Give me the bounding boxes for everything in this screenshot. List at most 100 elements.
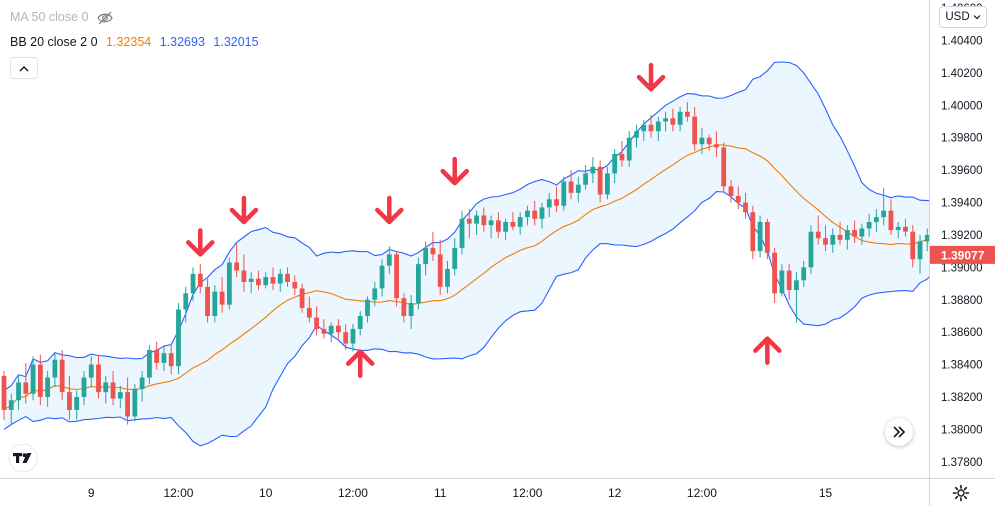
price-tick-label: 1.37800 (941, 457, 983, 469)
candle (67, 375, 72, 420)
candle (764, 218, 770, 260)
candle (568, 170, 574, 200)
candle-body (648, 124, 654, 132)
chevron-up-icon (19, 65, 29, 71)
candle-body (699, 137, 705, 145)
currency-button[interactable]: USD (939, 6, 987, 28)
candle-body (626, 137, 632, 161)
candle (815, 215, 821, 245)
scroll-to-realtime-button[interactable] (885, 418, 913, 446)
candle (684, 102, 690, 122)
bollinger-band (3, 61, 972, 447)
candle-body (16, 382, 21, 401)
candle-body (561, 181, 567, 206)
time-tick-label: 12 (608, 486, 622, 500)
candle-body (459, 218, 465, 248)
arrow-shape (753, 336, 782, 365)
candle-body (495, 220, 501, 232)
time-axis[interactable]: 9 12:00 10 12:00 11 12:00 12 12:00 15 (0, 478, 995, 506)
candle (132, 384, 138, 422)
candle-body (772, 252, 778, 294)
buy-signal-arrow (753, 336, 782, 365)
eye-off-icon[interactable] (97, 11, 113, 25)
candle (503, 218, 509, 240)
candle (445, 260, 450, 294)
candle (306, 296, 312, 323)
ma-legend[interactable]: MA 50 close 0 (10, 10, 113, 25)
candle (583, 165, 588, 190)
candle (197, 264, 203, 294)
candle (859, 223, 865, 245)
candle (365, 296, 370, 323)
candle-body (888, 210, 894, 231)
price-tick-label: 1.39800 (941, 133, 983, 145)
price-tick-label: 1.39400 (941, 198, 983, 210)
candle-body (357, 315, 363, 329)
candle-body (852, 230, 857, 237)
bb-basis-value: 1.32354 (106, 35, 152, 49)
candle (910, 225, 916, 268)
candle-body (168, 353, 174, 367)
candle-body (306, 307, 312, 318)
basis-line (3, 144, 971, 411)
candle-body (285, 273, 290, 282)
candle-body (597, 166, 603, 195)
candle (830, 228, 836, 253)
candle-body (641, 124, 647, 132)
candle-body (37, 364, 43, 397)
candle (772, 247, 778, 304)
candle-body (677, 111, 683, 125)
candle (81, 371, 87, 406)
candle (437, 239, 443, 295)
candle-body (706, 137, 712, 145)
candle (23, 362, 29, 404)
price-axis[interactable]: 1.406001.404001.402001.400001.398001.396… (929, 0, 995, 506)
collapse-legend-button[interactable] (10, 57, 38, 79)
price-tick-label: 1.39200 (941, 230, 983, 242)
candle-body (844, 230, 850, 240)
candle (677, 106, 683, 132)
candle (212, 285, 218, 323)
candle (459, 210, 465, 255)
candle-body (161, 353, 167, 363)
candle-body (692, 116, 698, 145)
candle-body (350, 328, 356, 344)
bb-legend[interactable]: BB 20 close 2 0 1.32354 1.32693 1.32015 (10, 35, 264, 49)
candle (299, 283, 305, 313)
candle-body (568, 181, 574, 193)
candle (844, 225, 850, 250)
ma-legend-label: MA 50 close 0 (10, 10, 89, 24)
candle-body (415, 264, 421, 304)
upper-band-line (3, 61, 971, 391)
candle-body (88, 364, 94, 378)
candle (888, 199, 894, 235)
candle-body (314, 317, 320, 329)
arrow-shape (229, 195, 259, 225)
gear-icon[interactable] (952, 484, 970, 502)
candle-body (96, 364, 101, 393)
last-price-label: 1.39077 (941, 248, 985, 262)
arrow-shape (636, 62, 666, 92)
candle-body (895, 226, 901, 231)
price-tick-label: 1.40200 (941, 68, 983, 80)
candle (546, 192, 552, 218)
candle-body (430, 247, 436, 255)
candle (292, 275, 298, 295)
candle (866, 213, 872, 237)
tradingview-logo-icon[interactable] (7, 444, 39, 472)
candle-body (205, 286, 210, 316)
bb-upper-value: 1.32693 (159, 35, 205, 49)
candle (226, 257, 232, 310)
arrow-shape (375, 195, 404, 225)
candle (372, 281, 378, 307)
candle-body (103, 382, 109, 393)
candle-body (219, 291, 225, 305)
candle-body (670, 118, 676, 125)
candle-body (445, 268, 450, 287)
candle-body (663, 118, 668, 122)
candle (670, 108, 676, 132)
candle (903, 218, 908, 237)
candle (88, 356, 94, 388)
candle (415, 257, 421, 310)
